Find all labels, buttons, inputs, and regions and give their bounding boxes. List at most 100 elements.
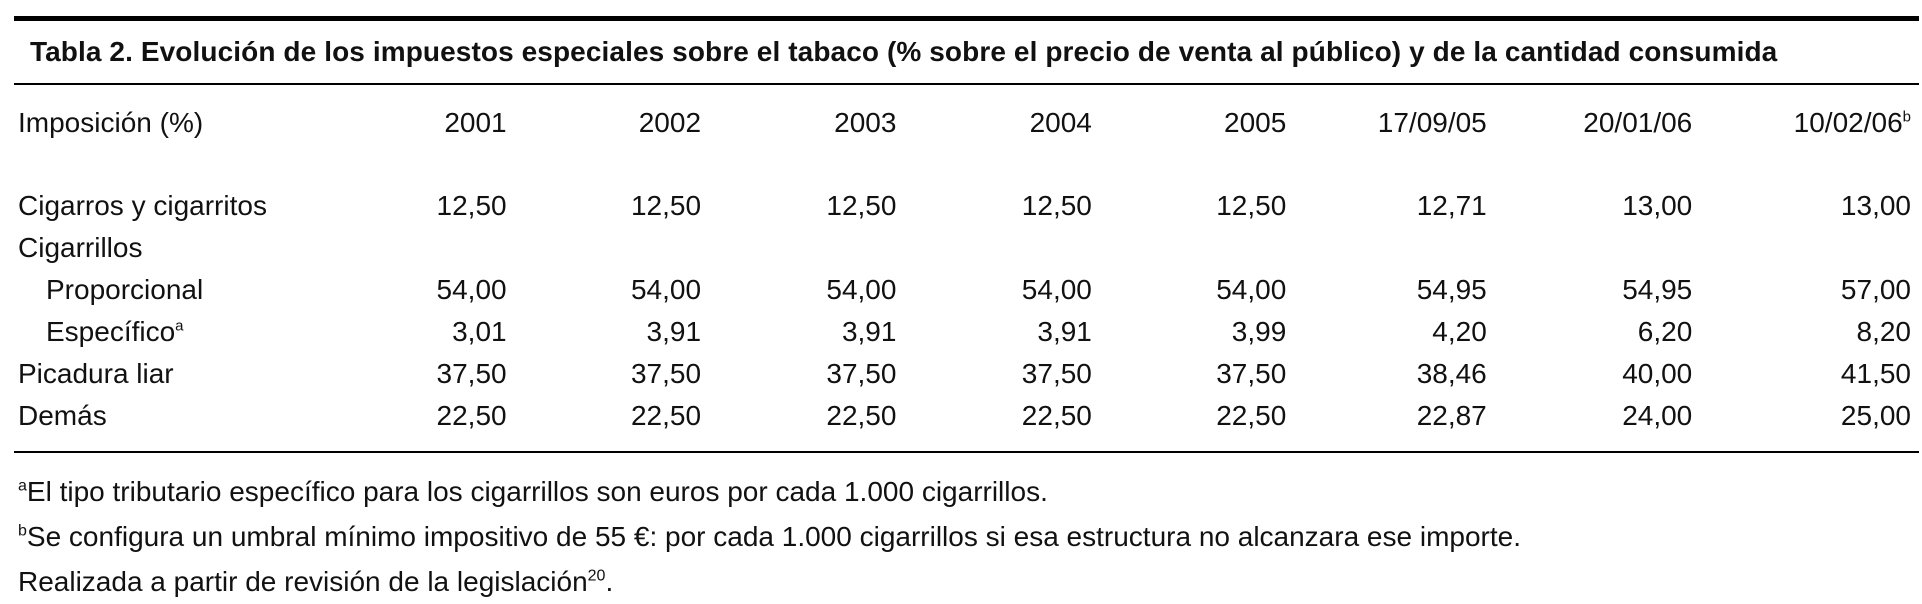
footnote-b-text: Se configura un umbral mínimo impositivo… (26, 521, 1521, 552)
footnote-b: bSe configura un umbral mínimo impositiv… (18, 514, 1919, 559)
table-cell: 3,91 (1037, 316, 1092, 347)
table-row: Específicoa 3,01 3,91 3,91 3,91 3,99 4,20 6,20 8… (14, 311, 1919, 353)
header-year-2002: 2002 (507, 85, 701, 161)
table-title: Tabla 2. Evolución de los impuestos espe… (30, 36, 1778, 67)
table-row: Cigarrillos (14, 227, 1919, 269)
table-cell: 22,50 (436, 400, 507, 431)
table-row: Demás 22,50 22,50 22,50 22,50 22,50 22,87 24,00… (14, 395, 1919, 451)
header-date-text: 17/09/05 (1377, 107, 1487, 138)
table-cell: 40,00 (1622, 358, 1693, 389)
header-year-text: 2002 (638, 107, 702, 138)
table-cell: 22,50 (1021, 400, 1092, 431)
footnote-a-text: El tipo tributario específico para los c… (26, 476, 1048, 507)
table-cell: 3,91 (841, 316, 897, 347)
table-cell: 12,50 (1021, 190, 1092, 221)
source-note: Realizada a partir de revisión de la leg… (18, 559, 1919, 604)
table-cell: 12,50 (436, 190, 507, 221)
table-cell: 37,50 (1021, 358, 1092, 389)
header-year-2004: 2004 (896, 85, 1092, 161)
table-cell: 6,20 (1637, 316, 1693, 347)
table-cell: 12,50 (1216, 190, 1287, 221)
source-note-text: Realizada a partir de revisión de la leg… (18, 566, 588, 597)
table-cell (1692, 227, 1919, 269)
header-date-text: 20/01/06 (1583, 107, 1693, 138)
table-cell: 54,00 (826, 274, 897, 305)
table-cell: 22,50 (1216, 400, 1287, 431)
tax-table: Imposición (%) 2001 2002 2003 2004 2005 … (14, 85, 1919, 451)
table-cell: 12,71 (1416, 190, 1487, 221)
table-cell: 22,50 (630, 400, 702, 431)
table-cell: 37,50 (436, 358, 507, 389)
header-year-text: 2003 (834, 107, 897, 138)
row-label: Demás (14, 395, 321, 451)
header-year-text: 2001 (444, 107, 507, 138)
table-row: Picadura liar 37,50 37,50 37,50 37,50 37,50 38… (14, 353, 1919, 395)
table-cell: 13,00 (1622, 190, 1693, 221)
footnote-a: aEl tipo tributario específico para los … (18, 469, 1919, 514)
header-date-text: 10/02/06 (1793, 107, 1903, 138)
source-ref-mark: 20 (587, 567, 606, 585)
table-cell: 54,00 (1021, 274, 1092, 305)
header-year-text: 2004 (1029, 107, 1092, 138)
table-cell: 8,20 (1856, 316, 1912, 347)
table-cell (896, 227, 1091, 269)
table-body: Cigarros y cigarritos 12,50 12,50 12,50 12,5… (14, 161, 1919, 451)
table-cell: 41,50 (1840, 358, 1911, 389)
table-figure: Tabla 2. Evolución de los impuestos espe… (14, 16, 1919, 604)
row-label-text: Proporcional (46, 274, 204, 305)
table-cell: 4,20 (1432, 316, 1487, 347)
row-label-text: Demás (18, 400, 107, 431)
table-cell: 3,01 (452, 316, 507, 347)
table-cell (1092, 227, 1286, 269)
header-year-text: 2005 (1224, 107, 1287, 138)
row-label-text: Picadura liar (18, 358, 174, 389)
footnotes: aEl tipo tributario específico para los … (14, 453, 1919, 604)
table-cell: 57,00 (1840, 274, 1911, 305)
table-cell: 54,00 (1216, 274, 1287, 305)
title-rule (14, 83, 1919, 85)
row-label: Picadura liar (14, 353, 321, 395)
table-row: Proporcional 54,00 54,00 54,00 54,00 54,00 54,… (14, 269, 1919, 311)
header-date-100206: 10/02/06b (1692, 85, 1919, 161)
table-cell: 37,50 (630, 358, 702, 389)
table-cell: 24,00 (1622, 400, 1693, 431)
footnote-b-mark: b (18, 522, 27, 540)
header-date-170905: 17/09/05 (1286, 85, 1487, 161)
table-cell: 25,00 (1840, 400, 1911, 431)
table-cell: 54,95 (1622, 274, 1693, 305)
table-cell (321, 227, 506, 269)
row-label: Específicoa (14, 311, 321, 353)
table-row: Cigarros y cigarritos 12,50 12,50 12,50 12,5… (14, 161, 1919, 227)
header-footnote-mark: b (1902, 108, 1911, 126)
table-cell: 12,50 (826, 190, 897, 221)
table-cell: 12,50 (630, 190, 702, 221)
footnote-a-mark: a (18, 477, 27, 495)
source-note-end: . (605, 566, 614, 597)
bottom-rule (14, 451, 1919, 453)
row-label: Cigarros y cigarritos (14, 161, 321, 227)
table-cell (701, 227, 896, 269)
table-cell (1487, 227, 1693, 269)
header-year-2001: 2001 (321, 85, 506, 161)
row-label-text: Cigarros y cigarritos (18, 190, 267, 221)
table-cell: 3,91 (646, 316, 702, 347)
row-label-text: Específico (46, 316, 176, 347)
header-row: Imposición (%) 2001 2002 2003 2004 2005 … (14, 85, 1919, 161)
header-year-2003: 2003 (701, 85, 896, 161)
header-year-2005: 2005 (1092, 85, 1286, 161)
table-cell (1286, 227, 1486, 269)
row-footnote-mark: a (175, 317, 184, 335)
top-rule (14, 16, 1919, 21)
header-date-200106: 20/01/06 (1487, 85, 1693, 161)
table-cell: 22,87 (1416, 400, 1487, 431)
row-label: Proporcional (14, 269, 321, 311)
table-cell: 38,46 (1416, 358, 1487, 389)
table-cell: 54,95 (1416, 274, 1487, 305)
table-cell: 54,00 (630, 274, 702, 305)
table-cell: 37,50 (826, 358, 897, 389)
table-cell: 54,00 (436, 274, 507, 305)
row-label-text: Cigarrillos (18, 232, 143, 263)
row-label: Cigarrillos (14, 227, 321, 269)
header-label: Imposición (%) (18, 107, 204, 138)
table-cell (507, 227, 701, 269)
